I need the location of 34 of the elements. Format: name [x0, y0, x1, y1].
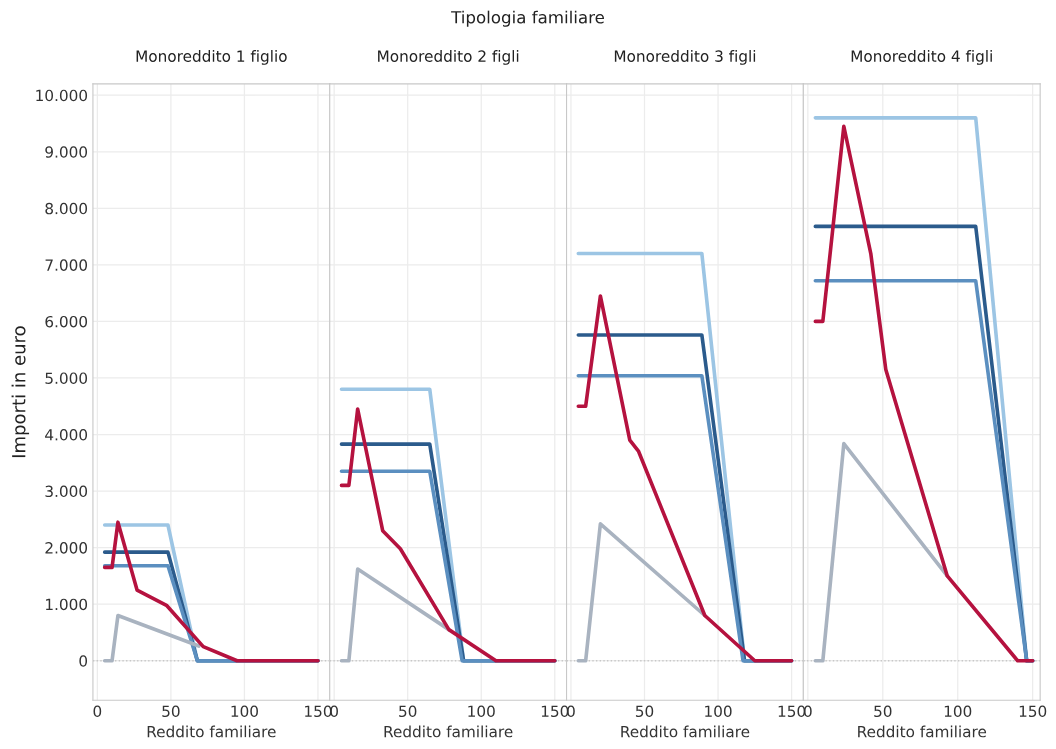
text: Tipologia familiare	[451, 10, 604, 27]
chart-title: Monoreddito 1 figlio	[136, 50, 287, 65]
x-axis-title: Reddito familiare	[858, 725, 987, 738]
x-tick-label: 150	[305, 705, 332, 717]
y-axis-title: Importi in euro	[11, 326, 30, 458]
y-tick-label: 3.000	[45, 485, 88, 498]
y-tick-label: 1.000	[46, 598, 88, 611]
x-tick-label: 50	[874, 705, 892, 717]
chart-title: Monoreddito 3 figli	[614, 50, 756, 65]
y-tick-label: 7.000	[45, 259, 88, 271]
x-tick-label: 150	[1019, 705, 1047, 717]
x-tick-label: 0	[93, 705, 102, 717]
x-axis-title: Reddito familiare	[621, 725, 750, 738]
x-tick-label: 100	[944, 705, 972, 717]
x-tick-label: 150	[541, 705, 569, 717]
y-tick-label: 8.000	[45, 202, 88, 215]
y-tick-label: 10.000	[36, 89, 88, 102]
chart-title: Monoreddito 2 figli	[378, 50, 519, 65]
chart-title: Monoreddito 4 figli	[851, 50, 992, 65]
x-tick-label: 50	[635, 705, 654, 717]
x-tick-label: 50	[162, 705, 180, 717]
y-tick-label: 6.000	[45, 315, 88, 328]
x-axis-title: Reddito familiare	[384, 725, 513, 738]
x-tick-label: 100	[231, 705, 258, 717]
x-tick-label: 50	[399, 705, 417, 717]
y-tick-label: 2.000	[45, 542, 88, 554]
x-tick-label: 100	[705, 705, 732, 717]
y-tick-label: 5.000	[45, 372, 88, 384]
x-tick-label: 150	[778, 705, 806, 717]
x-tick-label: 100	[468, 705, 495, 717]
y-tick-label: 9.000	[45, 146, 88, 158]
y-tick-label: 4.000	[45, 428, 88, 441]
x-axis-title: Reddito familiare	[147, 725, 276, 738]
y-tick-label: 0	[79, 655, 88, 667]
